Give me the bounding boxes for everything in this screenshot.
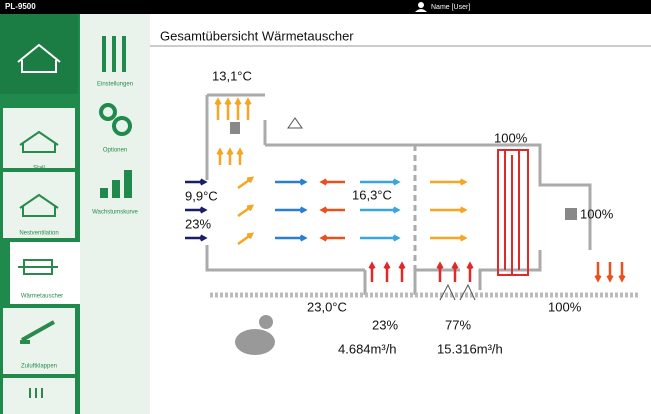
flow-arrow: [237, 232, 255, 246]
heat-icon: [29, 388, 43, 398]
reading: 13,1°C: [212, 68, 252, 83]
nav-label: Zuluftklappen: [21, 364, 57, 370]
nav-tab[interactable]: [3, 172, 75, 238]
flow-arrow: [319, 234, 345, 242]
flow-arrow: [237, 204, 255, 218]
flow-arrow: [383, 261, 391, 282]
home-icon: [17, 43, 61, 73]
flow-arrow: [226, 147, 234, 165]
nav-label: Wärmetauscher: [21, 294, 63, 300]
flow-arrow: [451, 261, 459, 282]
flow-arrow: [275, 234, 308, 242]
top-bar: [0, 0, 651, 14]
flow-arrow: [234, 97, 242, 120]
flow-arrow: [236, 147, 244, 165]
flow-arrow: [275, 206, 308, 214]
reading: 23%: [372, 317, 398, 332]
nav-label: Nestventilation: [19, 231, 58, 237]
user-icon: [415, 9, 427, 12]
nav-tab[interactable]: [3, 378, 75, 414]
user-icon: [418, 2, 424, 8]
flow-arrow: [319, 178, 345, 186]
flow-arrow: [466, 261, 474, 282]
flow-arrow: [275, 178, 308, 186]
reading: 23,0°C: [307, 299, 347, 314]
home-tile[interactable]: [0, 14, 78, 94]
reading: 77%: [445, 317, 471, 332]
flow-arrow: [185, 206, 208, 214]
flow-arrow: [594, 262, 602, 283]
reading: 100%: [494, 130, 528, 145]
outlet-fan: [230, 122, 240, 134]
flow-arrow: [214, 97, 222, 120]
reading: 16,3°C: [352, 187, 392, 202]
fan: [565, 208, 577, 220]
flap-icon: [20, 320, 55, 344]
flow-arrow: [360, 234, 401, 242]
reading: 4.684m³/h: [338, 341, 397, 356]
flow-arrow: [185, 234, 208, 242]
flow-arrow: [237, 176, 255, 190]
nav-tab[interactable]: [3, 108, 75, 168]
reading: 9,9°C: [185, 188, 218, 203]
options-icon: [112, 116, 132, 136]
sub-label[interactable]: Wachstumskurve: [92, 210, 138, 216]
flow-arrow: [436, 261, 444, 282]
flow-arrow: [360, 206, 401, 214]
stall-icon: [19, 130, 59, 153]
reading: 23%: [185, 216, 211, 231]
reading: 100%: [548, 299, 582, 314]
page-title: Gesamtübersicht Wärmetauscher: [160, 28, 354, 43]
sub-column: [80, 14, 150, 414]
curve-icon: [100, 170, 132, 198]
sub-label[interactable]: Optionen: [103, 148, 127, 154]
heater-coil: [504, 150, 520, 275]
flow-arrow: [430, 206, 468, 214]
flow-arrow: [606, 262, 614, 283]
chicken: [235, 329, 275, 355]
device-name: PL-9500: [5, 2, 36, 11]
settings-icon: [102, 36, 126, 72]
flow-arrow: [430, 178, 468, 186]
flow-arrow: [360, 178, 401, 186]
reading: 15.316m³/h: [437, 341, 503, 356]
flow-arrow: [618, 262, 626, 283]
sensor: [287, 117, 303, 129]
flow-arrow: [244, 97, 252, 120]
options-icon: [99, 103, 117, 121]
duct: [205, 93, 592, 295]
sub-label[interactable]: Einstellungen: [97, 82, 133, 88]
flow-arrow: [368, 261, 376, 282]
flow-arrow: [224, 97, 232, 120]
nest-icon: [19, 193, 59, 217]
flow-arrow: [319, 206, 345, 214]
flow-arrow: [185, 178, 208, 186]
flow-arrow: [216, 147, 224, 165]
nav-tab[interactable]: [3, 308, 75, 374]
chicken: [259, 315, 273, 329]
reading: 100%: [580, 206, 614, 221]
flaps: [439, 283, 476, 301]
nav-label: Stall: [33, 166, 45, 172]
hx-icon: [18, 259, 58, 275]
flow-arrow: [430, 234, 468, 242]
user-name[interactable]: Name [User]: [431, 4, 470, 11]
flow-arrow: [398, 261, 406, 282]
